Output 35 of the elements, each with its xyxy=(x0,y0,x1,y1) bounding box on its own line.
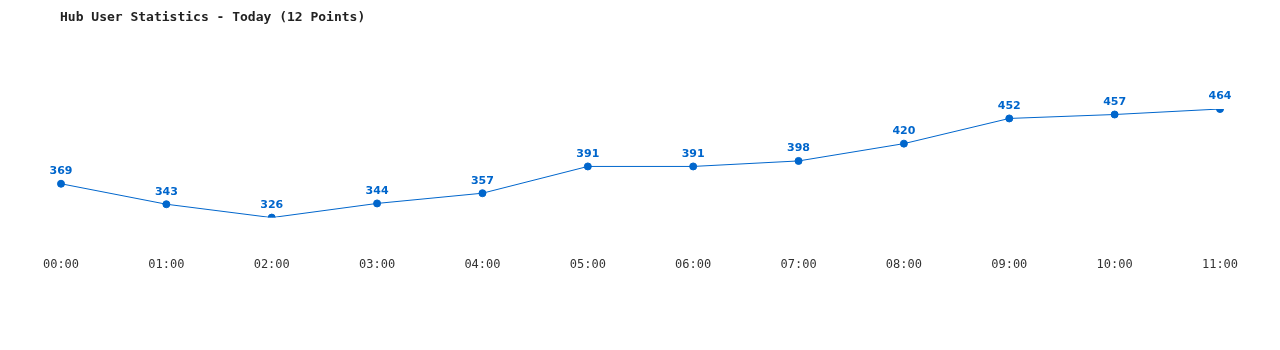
x-tick-label: 10:00 xyxy=(1096,256,1133,271)
data-label: 391 xyxy=(681,146,705,160)
chart-title: Hub User Statistics - Today (12 Points) xyxy=(60,9,366,24)
point xyxy=(689,162,698,171)
x-tick-label: 11:00 xyxy=(1201,256,1239,271)
x-tick-label: 00:00 xyxy=(42,256,80,271)
x-tick-label: 06:00 xyxy=(675,256,712,271)
x-tick-label: 04:00 xyxy=(464,256,501,271)
data-label: 326 xyxy=(260,197,284,211)
data-label: 398 xyxy=(787,141,811,155)
data-label: 369 xyxy=(49,164,73,178)
x-tick-label: 05:00 xyxy=(569,256,606,271)
x-tick-label: 09:00 xyxy=(991,256,1028,271)
data-label: 464 xyxy=(1208,89,1232,103)
data-label: 457 xyxy=(1103,94,1127,108)
x-tick-label: 01:00 xyxy=(148,256,185,271)
x-tick-label: 07:00 xyxy=(780,256,817,271)
point xyxy=(1110,110,1119,119)
data-label: 391 xyxy=(576,146,600,160)
point xyxy=(162,200,171,209)
x-tick-label: 03:00 xyxy=(359,256,396,271)
point xyxy=(583,162,592,171)
data-label: 357 xyxy=(470,173,494,187)
point xyxy=(373,199,382,208)
data-label: 344 xyxy=(365,183,389,197)
point xyxy=(478,189,487,198)
data-label: 420 xyxy=(892,123,916,137)
point xyxy=(899,139,908,148)
data-label: 452 xyxy=(997,98,1021,112)
point xyxy=(794,156,803,165)
x-tick-label: 08:00 xyxy=(885,256,922,271)
point xyxy=(1005,114,1014,123)
point xyxy=(57,179,65,188)
x-tick-label: 02:00 xyxy=(253,256,290,271)
data-label: 343 xyxy=(154,184,178,198)
